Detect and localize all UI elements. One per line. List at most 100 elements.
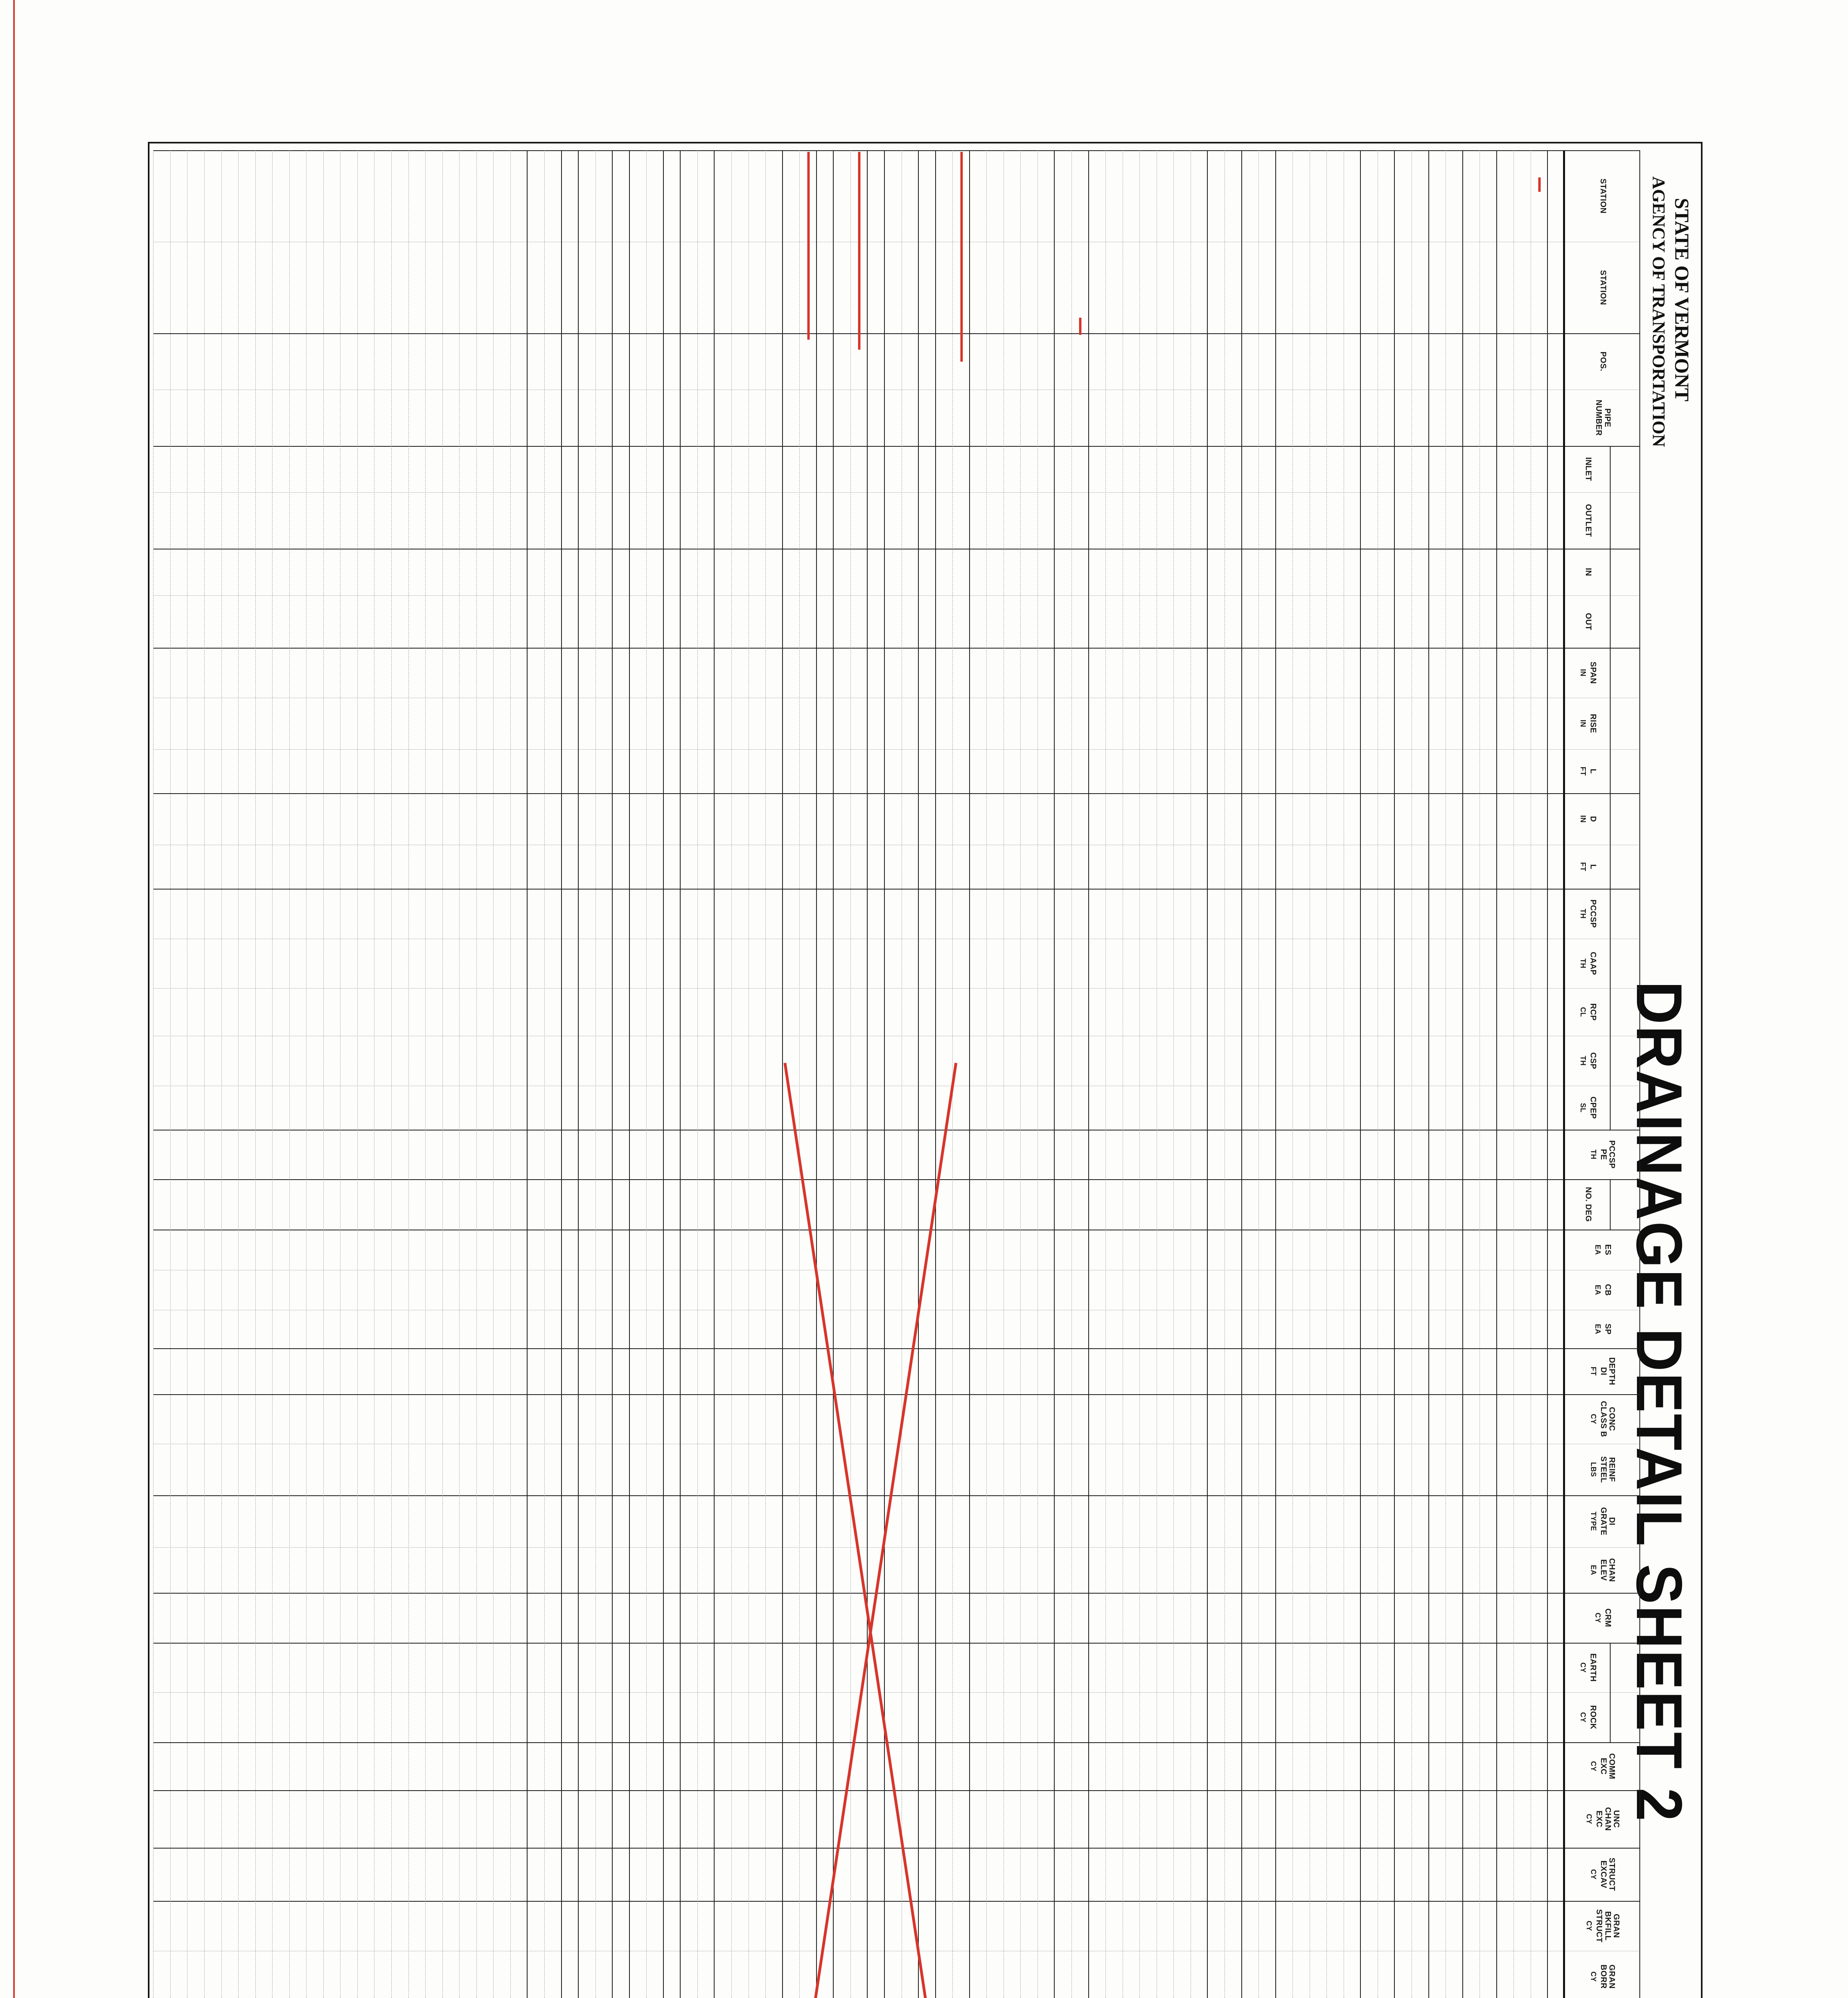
table-cell-d — [1191, 793, 1208, 845]
column-header-text: STATION — [1598, 178, 1607, 214]
table-cell-grate — [953, 1495, 970, 1547]
column-header-text: DI — [1607, 1517, 1617, 1526]
table-cell-d — [1106, 793, 1123, 845]
table-cell-rock — [902, 1692, 919, 1742]
column-unit: SL — [1579, 1103, 1587, 1112]
column-header-pipeno: PIPE NUMBER — [1565, 390, 1640, 446]
column-header-text: EARTH — [1588, 1653, 1597, 1682]
grid-line — [153, 1179, 1640, 1180]
table-cell-earth — [1089, 1643, 1106, 1692]
column-header-cb: CB EA — [1565, 1270, 1640, 1310]
column-header-text: RISE — [1588, 714, 1597, 733]
table-cell-inlet — [1140, 446, 1157, 492]
table-cell-depth — [1106, 1348, 1123, 1394]
grid-line — [1496, 150, 1497, 1998]
table-cell-es — [936, 1230, 953, 1270]
table-cell-earth — [647, 1643, 664, 1692]
table-cell-granb — [800, 1901, 817, 1951]
grid-line — [442, 150, 443, 1998]
table-cell-sta2 — [1293, 242, 1310, 333]
grid-line — [1462, 150, 1463, 1998]
grid-line — [221, 150, 222, 1998]
table-cell-grate — [545, 1495, 562, 1547]
column-header-outlet: OUTLET — [1565, 492, 1611, 549]
table-cell-sta1 — [1106, 150, 1123, 242]
table-cell-l — [1327, 845, 1344, 889]
table-cell-reinf — [1106, 1444, 1123, 1495]
grid-line — [153, 1348, 1640, 1349]
table-cell-grate — [1089, 1495, 1106, 1547]
column-header-text: BORR — [1599, 1964, 1608, 1989]
table-cell-grate — [1072, 1495, 1089, 1547]
table-cell-pos — [1293, 333, 1310, 390]
grid-line — [153, 150, 1640, 151]
table-cell-pipeno — [1276, 390, 1293, 446]
table-cell-pipeno — [1123, 390, 1140, 446]
table-cell-rock — [800, 1692, 817, 1742]
column-header-l: L FT — [1565, 845, 1611, 889]
table-cell-depth — [1140, 1348, 1157, 1394]
column-header-chan: CHAN ELEV EA — [1565, 1547, 1640, 1593]
table-cell-earth — [545, 1643, 562, 1692]
table-cell-earth — [1140, 1643, 1157, 1692]
column-header-text: GRATE — [1599, 1507, 1608, 1536]
table-cell-reinf — [545, 1444, 562, 1495]
column-header-text: STATION — [1598, 270, 1607, 305]
table-cell-es — [1327, 1230, 1344, 1270]
table-cell-pos — [1174, 333, 1191, 390]
column-header-text: CPEP — [1588, 1096, 1597, 1119]
column-header-sta2: STATION — [1565, 242, 1640, 333]
column-header-rcp: RCP CL — [1565, 988, 1611, 1036]
table-cell-sta2 — [1106, 242, 1123, 333]
table-cell-conc — [698, 1394, 715, 1444]
table-cell-pccsppe — [953, 1130, 970, 1179]
column-header-text: EXCAV — [1599, 1860, 1608, 1889]
table-cell-earth — [1293, 1643, 1310, 1692]
column-unit: CY — [1579, 1712, 1587, 1723]
grid-line — [153, 333, 1640, 334]
table-cell-sta1 — [1429, 150, 1446, 242]
table-cell-cpep — [1174, 1086, 1191, 1130]
table-cell-granb — [647, 1901, 664, 1951]
table-cell-sta1 — [1344, 150, 1361, 242]
table-cell-cpep — [1310, 1086, 1327, 1130]
column-unit: CY — [1593, 1612, 1602, 1623]
column-group-header — [1611, 1643, 1640, 1742]
column-header-d: D IN — [1565, 793, 1611, 845]
table-cell-pipeno — [1140, 390, 1157, 446]
table-cell-d — [1123, 793, 1140, 845]
column-unit: FT — [1589, 1367, 1598, 1376]
grid-line — [425, 150, 426, 1998]
table-cell-l — [1157, 845, 1174, 889]
grid-line — [340, 150, 341, 1998]
table-cell-l — [1191, 845, 1208, 889]
table-cell-es — [1123, 1230, 1140, 1270]
column-header-granb: GRAN BKFILL STRUCT CY — [1565, 1901, 1640, 1951]
table-cell-pccsppe — [783, 1130, 800, 1179]
table-cell-outlet — [1293, 492, 1310, 549]
table-cell-reinf — [1072, 1444, 1089, 1495]
grid-line — [765, 150, 766, 1998]
table-cell-conc — [1106, 1394, 1123, 1444]
table-cell-cpep — [1191, 1086, 1208, 1130]
table-cell-l — [1089, 845, 1106, 889]
table-cell-cpep — [800, 1086, 817, 1130]
grid-line — [153, 1547, 1640, 1548]
column-header-cpep: CPEP SL — [1565, 1086, 1611, 1130]
column-header-conc: CONC CLASS B CY — [1565, 1394, 1640, 1444]
table-cell-rock — [545, 1692, 562, 1742]
table-cell-outlet — [1191, 492, 1208, 549]
table-cell-depth — [1157, 1348, 1174, 1394]
table-cell-l — [1140, 845, 1157, 889]
table-cell-pos — [1106, 333, 1123, 390]
table-cell-reinf — [698, 1444, 715, 1495]
table-cell-sta2 — [1123, 242, 1140, 333]
column-unit: CY — [1585, 1814, 1593, 1824]
grid-line — [408, 150, 409, 1998]
grid-line — [153, 1394, 1640, 1395]
table-cell-l — [1276, 845, 1293, 889]
grid-line — [391, 150, 392, 1998]
column-header-text: PIPE — [1603, 408, 1612, 428]
column-group-header — [1611, 1179, 1640, 1230]
table-cell-sta2 — [1157, 242, 1174, 333]
